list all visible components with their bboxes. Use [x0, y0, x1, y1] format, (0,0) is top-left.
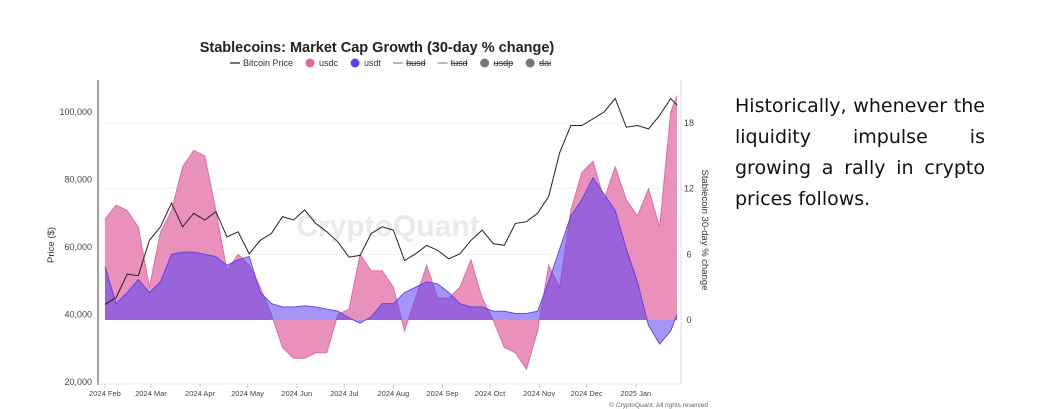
x-tick-label: 2024 Oct [475, 389, 506, 398]
lines [104, 97, 678, 305]
y-tick-label: 40,000 [64, 310, 92, 320]
y2-tick-label: 18 [684, 118, 694, 128]
usdt-area [105, 177, 677, 345]
legend-item-tusd[interactable]: tusd [437, 58, 468, 68]
y2-axis-label: Stablecoin 30-day % change [699, 170, 710, 291]
legend-item-busd[interactable]: busd [393, 58, 426, 68]
legend-label: tusd [451, 58, 468, 68]
y-axis-label: Price ($) [46, 227, 57, 263]
legend: Bitcoin Price usdc usdt busd tusd usdp dai [230, 58, 551, 68]
legend-label: usdp [494, 58, 514, 68]
y-tick-label: 60,000 [64, 242, 92, 252]
areas [104, 95, 678, 371]
legend-item-dai[interactable]: dai [525, 58, 552, 68]
usdc-line [104, 95, 678, 371]
commentary-text: Historically, whenever the liquidity imp… [735, 95, 985, 210]
legend-item-bitcoin-price[interactable]: Bitcoin Price [230, 58, 293, 68]
watermark: CryptoQuant [296, 210, 479, 243]
legend-item-usdt[interactable]: usdt [350, 58, 382, 68]
legend-dot-marker [480, 58, 490, 68]
legend-dot-marker [525, 58, 535, 68]
x-tick-label: 2024 Dec [571, 389, 603, 398]
legend-item-usdp[interactable]: usdp [480, 58, 513, 68]
x-ticks: 2024 Feb 2024 Mar 2024 Apr 2024 May 2024 Jun… [89, 384, 651, 398]
legend-dot-marker [350, 58, 360, 68]
x-tick-label: 2024 Aug [378, 389, 410, 398]
y2-ticks: 0 6 12 18 [684, 118, 694, 325]
x-tick-label: 2024 Nov [523, 389, 555, 398]
legend-item-usdc[interactable]: usdc [305, 58, 339, 68]
y-ticks: 20,000 40,000 60,000 80,000 100,000 [59, 107, 92, 387]
legend-dot-marker [305, 58, 315, 68]
bitcoin-price-line [104, 97, 678, 305]
y-tick-label: 80,000 [64, 175, 92, 185]
y2-tick-label: 6 [686, 249, 691, 259]
legend-label: dai [539, 58, 551, 68]
x-tick-label: 2024 Mar [135, 389, 167, 398]
legend-label: usdt [364, 58, 382, 68]
x-tick-label: 2024 Jun [281, 389, 312, 398]
y2-tick-label: 0 [686, 315, 691, 325]
legend-label: Bitcoin Price [243, 58, 293, 68]
y-tick-label: 100,000 [59, 107, 92, 117]
y-tick-label: 20,000 [64, 377, 92, 387]
x-tick-label: 2024 Jul [330, 389, 359, 398]
x-tick-label: 2025 Jan [620, 389, 651, 398]
x-tick-label: 2024 Feb [89, 389, 121, 398]
y2-tick-label: 12 [684, 184, 694, 194]
chart-title: Stablecoins: Market Cap Growth (30-day %… [200, 40, 555, 56]
copyright: © CryptoQuant. All rights reserved [609, 401, 708, 409]
x-tick-label: 2024 May [231, 389, 264, 398]
x-tick-label: 2024 Sep [426, 389, 458, 398]
usdt-line [104, 176, 678, 345]
x-tick-label: 2024 Apr [185, 389, 216, 398]
legend-label: usdc [319, 58, 339, 68]
chart: Stablecoins: Market Cap Growth (30-day %… [46, 40, 710, 409]
legend-label: busd [406, 58, 426, 68]
